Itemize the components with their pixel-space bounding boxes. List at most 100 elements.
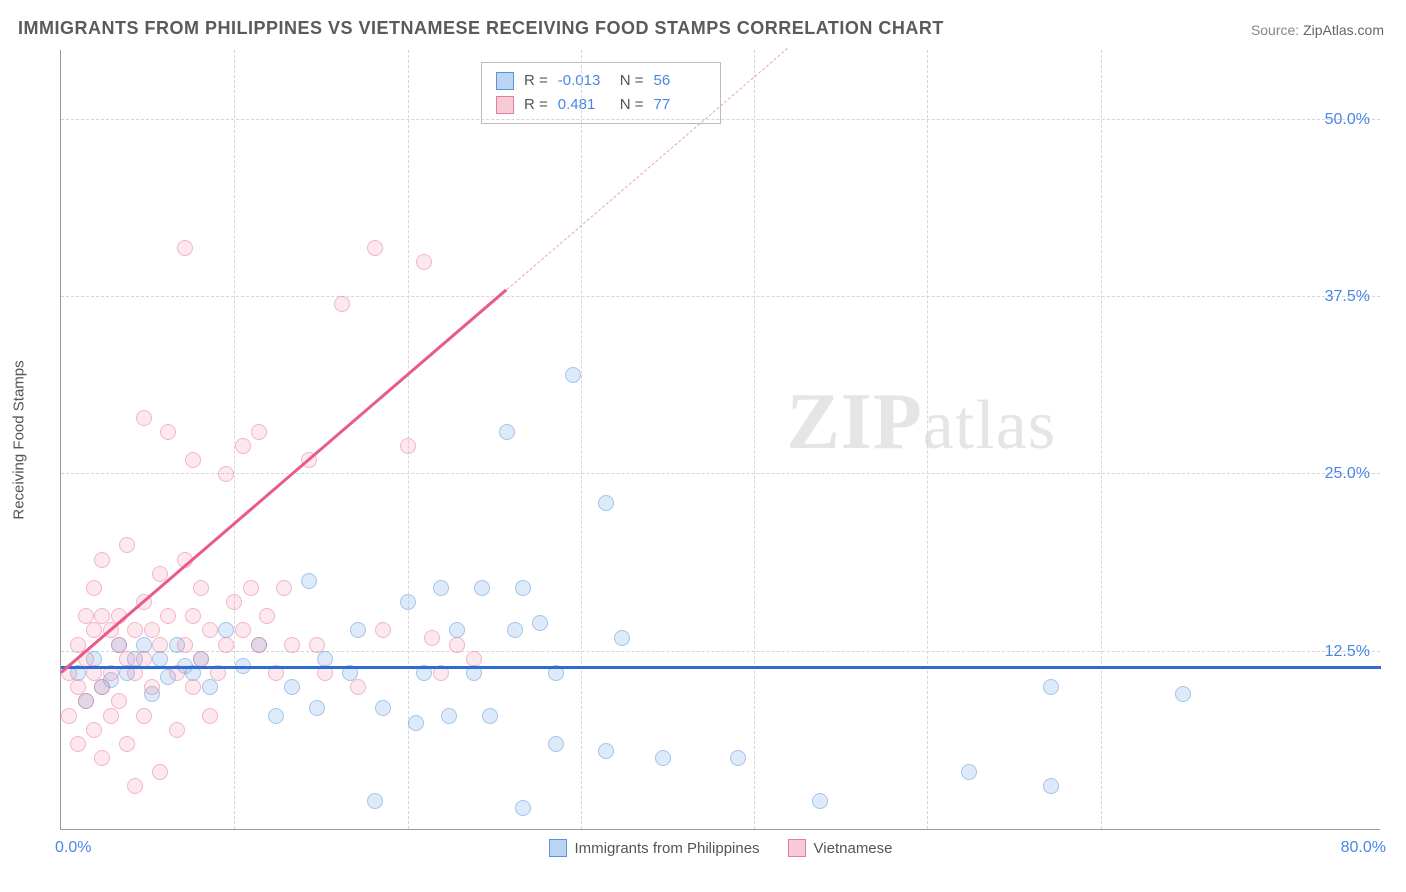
data-point bbox=[350, 679, 366, 695]
data-point bbox=[598, 743, 614, 759]
data-point bbox=[78, 693, 94, 709]
data-point bbox=[474, 580, 490, 596]
watermark: ZIPatlas bbox=[786, 377, 1056, 468]
data-point bbox=[202, 708, 218, 724]
data-point bbox=[515, 580, 531, 596]
data-point bbox=[218, 637, 234, 653]
data-point bbox=[408, 715, 424, 731]
legend-item-vietnamese: Vietnamese bbox=[788, 839, 893, 857]
data-point bbox=[301, 573, 317, 589]
data-point bbox=[144, 679, 160, 695]
data-point bbox=[243, 580, 259, 596]
source-label: Source: bbox=[1251, 22, 1303, 38]
data-point bbox=[152, 764, 168, 780]
data-point bbox=[103, 708, 119, 724]
data-point bbox=[251, 424, 267, 440]
data-point bbox=[94, 679, 110, 695]
source-credit: Source: ZipAtlas.com bbox=[1251, 22, 1384, 38]
data-point bbox=[127, 778, 143, 794]
data-point bbox=[136, 651, 152, 667]
legend-label-vietnamese: Vietnamese bbox=[814, 840, 893, 857]
gridline-horizontal bbox=[61, 296, 1380, 297]
data-point bbox=[226, 594, 242, 610]
data-point bbox=[70, 736, 86, 752]
data-point bbox=[177, 637, 193, 653]
r-value-philippines: -0.013 bbox=[558, 69, 610, 93]
data-point bbox=[284, 637, 300, 653]
data-point bbox=[251, 637, 267, 653]
legend-label-philippines: Immigrants from Philippines bbox=[574, 840, 759, 857]
data-point bbox=[400, 594, 416, 610]
data-point bbox=[350, 622, 366, 638]
gridline-vertical bbox=[581, 50, 582, 829]
gridline-vertical bbox=[1101, 50, 1102, 829]
y-tick-label: 50.0% bbox=[1325, 111, 1370, 129]
data-point bbox=[276, 580, 292, 596]
y-axis-label: Receiving Food Stamps bbox=[11, 360, 28, 519]
data-point bbox=[119, 736, 135, 752]
r-label: R = bbox=[524, 69, 548, 93]
data-point bbox=[598, 495, 614, 511]
data-point bbox=[119, 537, 135, 553]
data-point bbox=[375, 700, 391, 716]
plot-area: Receiving Food Stamps ZIPatlas 0.0% 80.0… bbox=[60, 50, 1380, 830]
data-point bbox=[152, 637, 168, 653]
chart-title: IMMIGRANTS FROM PHILIPPINES VS VIETNAMES… bbox=[18, 18, 944, 39]
swatch-vietnamese-icon bbox=[496, 96, 514, 114]
data-point bbox=[193, 651, 209, 667]
data-point bbox=[193, 580, 209, 596]
data-point bbox=[259, 608, 275, 624]
data-point bbox=[499, 424, 515, 440]
data-point bbox=[375, 622, 391, 638]
data-point bbox=[812, 793, 828, 809]
data-point bbox=[94, 750, 110, 766]
trend-line bbox=[60, 288, 507, 673]
data-point bbox=[235, 438, 251, 454]
gridline-vertical bbox=[754, 50, 755, 829]
x-axis-max-label: 80.0% bbox=[1341, 839, 1386, 857]
y-tick-label: 25.0% bbox=[1325, 465, 1370, 483]
gridline-vertical bbox=[927, 50, 928, 829]
data-point bbox=[532, 615, 548, 631]
data-point bbox=[416, 254, 432, 270]
data-point bbox=[169, 722, 185, 738]
data-point bbox=[400, 438, 416, 454]
data-point bbox=[235, 622, 251, 638]
data-point bbox=[441, 708, 457, 724]
data-point bbox=[136, 708, 152, 724]
data-point bbox=[424, 630, 440, 646]
x-axis-origin-label: 0.0% bbox=[55, 839, 91, 857]
n-value-vietnamese: 77 bbox=[654, 93, 706, 117]
swatch-philippines-icon bbox=[496, 72, 514, 90]
data-point bbox=[160, 424, 176, 440]
data-point bbox=[730, 750, 746, 766]
data-point bbox=[152, 651, 168, 667]
data-point bbox=[185, 679, 201, 695]
gridline-horizontal bbox=[61, 119, 1380, 120]
r-value-vietnamese: 0.481 bbox=[558, 93, 610, 117]
data-point bbox=[334, 296, 350, 312]
data-point bbox=[565, 367, 581, 383]
n-value-philippines: 56 bbox=[654, 69, 706, 93]
data-point bbox=[466, 651, 482, 667]
data-point bbox=[86, 580, 102, 596]
data-point bbox=[111, 693, 127, 709]
data-point bbox=[185, 452, 201, 468]
data-point bbox=[177, 240, 193, 256]
data-point bbox=[655, 750, 671, 766]
n-label: N = bbox=[620, 93, 644, 117]
data-point bbox=[961, 764, 977, 780]
data-point bbox=[309, 637, 325, 653]
data-point bbox=[86, 722, 102, 738]
data-point bbox=[202, 622, 218, 638]
data-point bbox=[367, 793, 383, 809]
data-point bbox=[482, 708, 498, 724]
bottom-legend: Immigrants from Philippines Vietnamese bbox=[548, 839, 892, 857]
data-point bbox=[1175, 686, 1191, 702]
data-point bbox=[202, 679, 218, 695]
data-point bbox=[284, 679, 300, 695]
data-point bbox=[367, 240, 383, 256]
data-point bbox=[127, 622, 143, 638]
stats-row-vietnamese: R = 0.481 N = 77 bbox=[496, 93, 706, 117]
gridline-horizontal bbox=[61, 473, 1380, 474]
